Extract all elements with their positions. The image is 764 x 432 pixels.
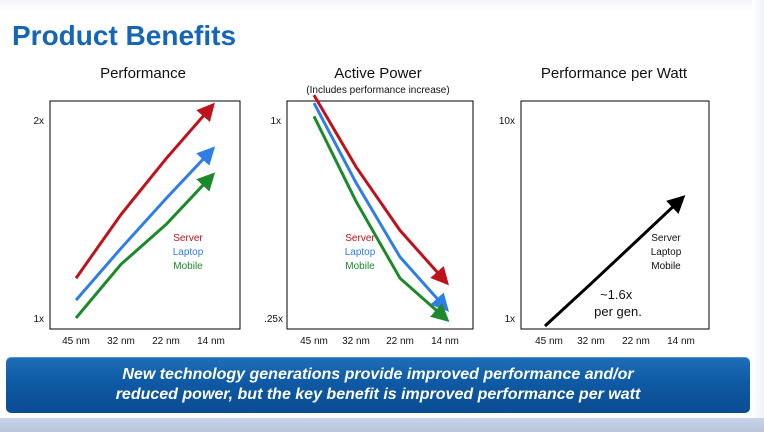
series-line-laptop: [74, 146, 216, 302]
y-tick-label: 1x: [33, 314, 44, 325]
series-lines: [312, 94, 450, 322]
x-tick-label: 32 nm: [342, 336, 370, 347]
right-edge-shade: [752, 0, 764, 432]
top-strip: [0, 0, 764, 12]
chart-title: Performance per Watt: [541, 65, 688, 82]
legend-label-mobile: Mobile: [173, 261, 203, 272]
plot-frame: [286, 100, 474, 330]
legend-label-mobile: Mobile: [651, 261, 681, 272]
banner-line-2: reduced power, but the key benefit is im…: [115, 386, 641, 403]
growth-annotation-line2: per gen.: [594, 304, 642, 319]
y-tick-label: 1x: [270, 116, 281, 127]
legend-label-laptop: Laptop: [173, 247, 204, 258]
legend-label-laptop: Laptop: [345, 247, 376, 258]
series-lines: [74, 102, 216, 319]
y-tick-label: 10x: [499, 116, 515, 127]
banner-line-1: New technology generations provide impro…: [122, 366, 634, 383]
x-tick-label: 14 nm: [431, 336, 459, 347]
chart-performance: Performance 2x 1x 45 nm 32 nm 22 nm 14 n…: [33, 65, 241, 347]
legend-label-mobile: Mobile: [345, 261, 375, 272]
x-tick-label: 45 nm: [62, 336, 90, 347]
y-tick-label: .25x: [264, 314, 283, 325]
legend-label-server: Server: [651, 233, 681, 244]
chart-subtitle: (Includes performance increase): [306, 85, 449, 96]
plot-frame: [49, 100, 241, 330]
chart-title: Active Power: [334, 65, 422, 82]
y-tick-label: 2x: [33, 116, 44, 127]
series-lines: [543, 195, 686, 328]
bottom-strip: [0, 418, 764, 432]
y-tick-label: 1x: [504, 314, 515, 325]
series-line-server: [312, 94, 449, 286]
summary-banner: New technology generations provide impro…: [6, 357, 750, 413]
chart-active-power: Active Power (Includes performance incre…: [264, 65, 474, 347]
growth-annotation-line1: ~1.6x: [600, 287, 633, 302]
charts-area: Performance 2x 1x 45 nm 32 nm 22 nm 14 n…: [33, 65, 710, 347]
series-line-mobile: [312, 115, 450, 322]
summary-banner-text: New technology generations provide impro…: [116, 365, 641, 405]
x-tick-label: 32 nm: [577, 336, 605, 347]
x-tick-label: 22 nm: [152, 336, 180, 347]
series-line-mobile: [74, 172, 216, 319]
x-tick-label: 32 nm: [107, 336, 135, 347]
x-tick-label: 22 nm: [386, 336, 414, 347]
plot-frame: [520, 100, 710, 330]
chart-performance-per-watt: Performance per Watt 10x 1x 45 nm 32 nm …: [499, 65, 710, 347]
x-tick-label: 14 nm: [667, 336, 695, 347]
x-tick-label: 22 nm: [622, 336, 650, 347]
series-line-laptop: [312, 102, 449, 312]
legend-label-server: Server: [173, 233, 203, 244]
x-tick-label: 14 nm: [197, 336, 225, 347]
x-tick-label: 45 nm: [535, 336, 563, 347]
page-title: Product Benefits: [12, 20, 237, 51]
series-line-server: [74, 102, 215, 280]
chart-title: Performance: [100, 65, 186, 82]
legend-label-server: Server: [345, 233, 375, 244]
growth-annotation: ~1.6x per gen.: [594, 287, 642, 319]
series-line-combined: [543, 195, 686, 328]
legend-label-laptop: Laptop: [651, 247, 682, 258]
x-tick-label: 45 nm: [300, 336, 328, 347]
